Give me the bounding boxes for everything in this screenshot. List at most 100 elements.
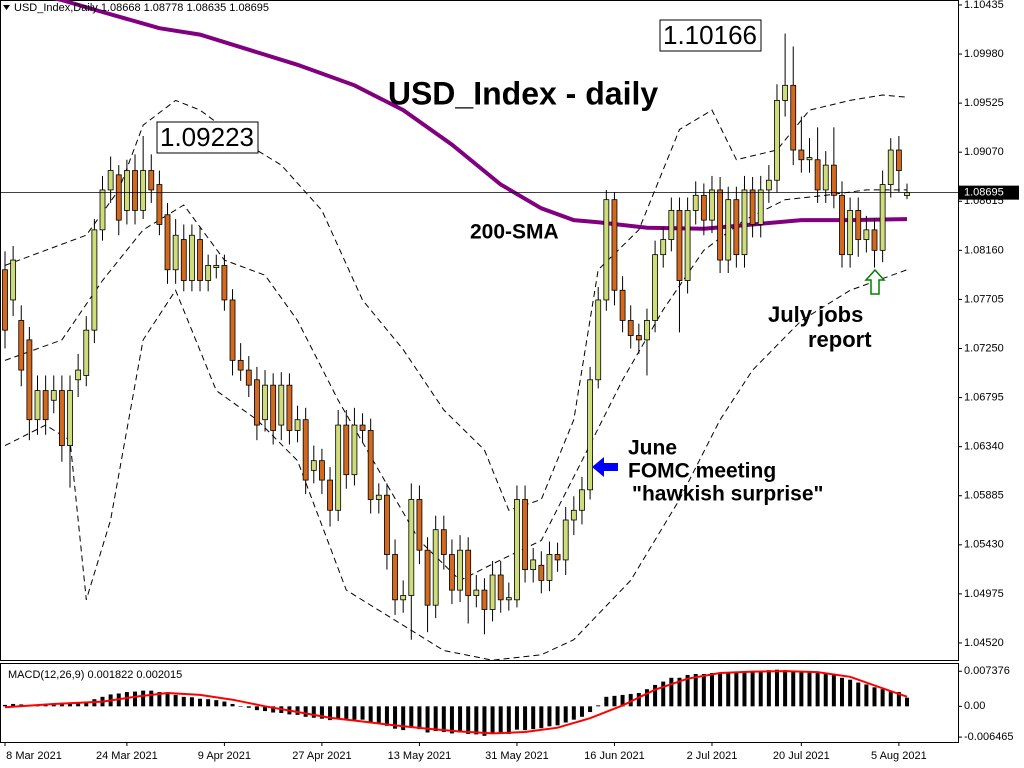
candle-body — [278, 384, 285, 426]
candle-body — [2, 269, 8, 331]
annotation: FOMC meeting — [628, 460, 776, 483]
candle-body — [67, 390, 73, 446]
candle-body — [26, 339, 33, 421]
candle-body — [400, 595, 407, 601]
macd-bar — [417, 706, 422, 730]
macd-bar — [596, 705, 601, 707]
candle-body — [798, 149, 805, 161]
current-price-box — [959, 185, 1019, 200]
macd-bar — [636, 693, 641, 707]
collapse-icon — [3, 5, 10, 10]
candle-body — [294, 419, 301, 431]
annotation: July jobs — [768, 302, 863, 327]
y-tick-label: 1.04975 — [964, 588, 1004, 600]
candle-body — [765, 179, 772, 191]
candle-body — [58, 390, 65, 446]
macd-bar — [807, 671, 812, 707]
candle-body — [50, 390, 57, 401]
candle-body — [774, 100, 780, 181]
macd-bar — [173, 694, 178, 707]
candle-body — [172, 234, 179, 271]
candle-body — [123, 170, 130, 211]
macd-bar — [295, 706, 300, 715]
macd-bar — [51, 703, 56, 707]
macd-bar — [669, 677, 674, 707]
candle-body — [546, 554, 553, 581]
macd-bar — [76, 702, 81, 707]
candle-body — [221, 265, 228, 301]
macd-bar — [718, 673, 723, 707]
x-tick-label: 2 Jul 2021 — [687, 750, 738, 762]
candle-body — [205, 265, 212, 281]
x-tick-label: 9 Apr 2021 — [198, 750, 251, 762]
candle-body — [254, 379, 260, 426]
candle-body — [457, 549, 463, 591]
macd-bar — [181, 696, 186, 707]
candle-body — [717, 189, 723, 261]
candle-body — [790, 84, 797, 151]
macd-bar — [263, 706, 268, 712]
line — [4, 189, 907, 582]
candle-body — [465, 549, 472, 596]
candle-body — [692, 194, 699, 211]
macd-bar — [319, 706, 324, 719]
candle-body — [684, 210, 691, 281]
candle-body — [180, 239, 187, 281]
macd-bar — [141, 690, 146, 707]
candle-body — [538, 564, 545, 581]
candle-body — [107, 170, 114, 191]
y-tick-label: 1.10435 — [964, 0, 1004, 11]
macd-bar — [514, 706, 519, 730]
candle-body — [367, 430, 374, 500]
candle-body — [741, 189, 748, 256]
macd-bar — [620, 694, 625, 707]
macd-bar — [206, 699, 211, 707]
candle-body — [644, 320, 650, 341]
macd-bar — [303, 706, 308, 717]
y-tick-label: 1.09070 — [964, 146, 1004, 158]
macd-bar — [238, 706, 243, 707]
candle-body — [164, 214, 171, 271]
candle-body — [213, 265, 220, 269]
macd-bar — [360, 706, 365, 720]
x-tick-label: 5 Aug 2021 — [871, 750, 927, 762]
macd-bar — [531, 706, 536, 730]
candle-body — [635, 335, 642, 341]
candle-body — [432, 529, 439, 606]
candle-body — [18, 320, 25, 371]
x-tick-label: 16 Jun 2021 — [584, 750, 645, 762]
candle-body — [603, 199, 610, 301]
macd-bar — [214, 700, 219, 707]
candle-body — [782, 84, 789, 101]
macd-bar — [758, 671, 763, 707]
candle-body — [871, 229, 878, 251]
macd-bar — [791, 670, 796, 707]
chart-legend-text: USD_Index,Daily 1.08668 1.08778 1.08635 … — [14, 2, 269, 14]
macd-bar — [124, 692, 129, 707]
macd-bar — [498, 706, 503, 734]
candle-body — [237, 359, 244, 371]
macd-bar — [685, 674, 690, 707]
candle-body — [619, 289, 626, 321]
macd-bar — [328, 706, 333, 721]
arrow — [864, 268, 886, 295]
candle-body — [270, 384, 277, 431]
macd-bar — [709, 673, 714, 707]
candle-body — [83, 329, 90, 376]
candle-body — [189, 234, 195, 281]
candle-body — [310, 460, 317, 471]
annotation: "hawkish surprise" — [632, 483, 823, 506]
macd-bar — [644, 689, 649, 707]
annotation: 200-SMA — [470, 221, 559, 244]
candle-body — [424, 549, 431, 606]
macd-bar — [726, 673, 731, 707]
macd-bar — [222, 701, 227, 707]
macd-bar — [165, 693, 170, 707]
macd-bar — [311, 706, 316, 718]
x-tick-label: 8 Mar 2021 — [6, 750, 62, 762]
macd-bar — [449, 706, 454, 734]
macd-bar — [848, 679, 853, 707]
macd-frame — [0, 663, 959, 743]
candle-body — [10, 259, 17, 301]
macd-bar — [693, 673, 698, 707]
